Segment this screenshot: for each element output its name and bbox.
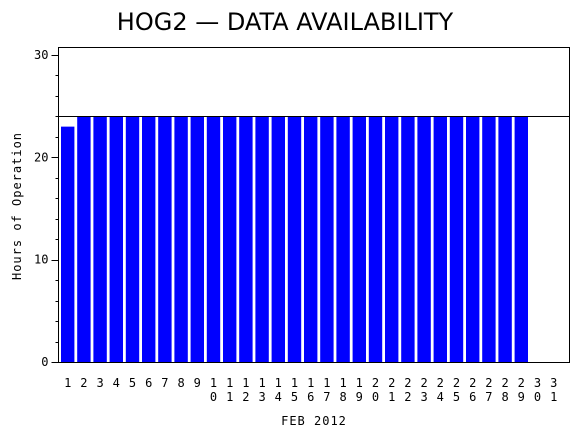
bar-24 (433, 116, 447, 363)
bar-17 (320, 116, 334, 363)
x-tick-label: 6 (145, 376, 152, 390)
bar-25 (449, 116, 464, 363)
bar-16 (304, 116, 318, 363)
x-tick-label: 4 (113, 376, 120, 390)
bar-19 (352, 116, 366, 363)
bar-1 (61, 126, 75, 362)
bar-7 (158, 116, 172, 363)
bar-10 (206, 116, 221, 363)
x-tick-label: 5 (129, 376, 136, 390)
x-tick-label: 7 (161, 376, 168, 390)
bar-4 (109, 116, 123, 363)
bar-3 (93, 116, 107, 363)
bar-5 (125, 116, 140, 363)
bar-8 (174, 116, 188, 363)
bar-29 (514, 116, 528, 363)
y-tick-label: 0 (41, 355, 48, 369)
x-axis-label: FEB 2012 (281, 414, 347, 428)
bar-6 (142, 116, 156, 363)
bar-20 (368, 116, 383, 363)
bar-11 (223, 116, 237, 363)
x-axis: 1 2 3 4 5 6 7 8 9 1 01 11 21 31 41 51 61 71 81 92 02 12 22 32 42… (64, 376, 557, 404)
bar-21 (385, 116, 399, 363)
bar-23 (417, 116, 431, 363)
x-tick-label: 1 (64, 376, 71, 390)
bar-28 (498, 116, 512, 363)
chart-title: HOG2 — DATA AVAILABILITY (117, 8, 454, 36)
x-tick-label: 9 (194, 376, 201, 390)
bar-14 (271, 116, 285, 363)
bar-22 (401, 116, 415, 363)
bar-2 (77, 116, 91, 363)
bar-18 (336, 116, 350, 363)
y-tick-label: 20 (34, 150, 48, 164)
x-tick-label: 2 (80, 376, 87, 390)
y-axis-label: Hours of Operation (10, 132, 24, 280)
bar-15 (287, 116, 302, 363)
bar-9 (190, 116, 204, 363)
y-tick-label: 10 (34, 253, 48, 267)
x-tick-label: 3 (96, 376, 103, 390)
bar-12 (239, 116, 253, 363)
x-tick-label: 8 (177, 376, 184, 390)
bar-27 (482, 116, 496, 363)
bar-13 (255, 116, 269, 363)
bars-group (61, 116, 528, 363)
bar-26 (466, 116, 480, 363)
y-axis: 0 10 20 30 (34, 48, 59, 369)
y-tick-label: 30 (34, 48, 48, 62)
